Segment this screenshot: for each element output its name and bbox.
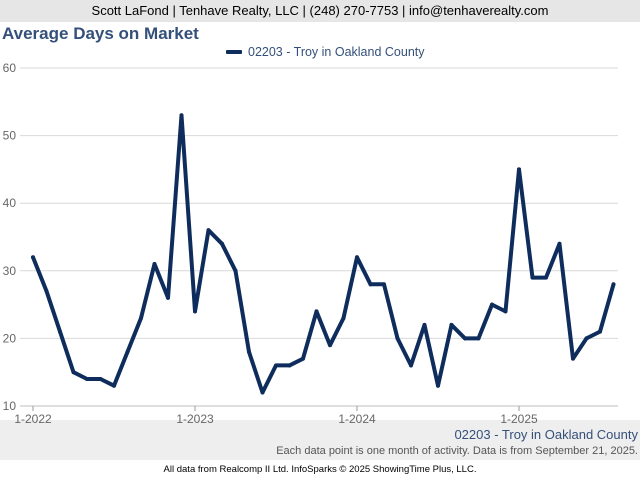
data-point (166, 295, 170, 300)
x-axis-ticks: 1-2022 1-2023 1-2024 1-2025 (14, 406, 538, 426)
data-point (206, 228, 211, 233)
y-tick-label: 30 (3, 264, 17, 278)
data-point (193, 309, 197, 314)
data-point (98, 376, 103, 381)
data-point (260, 390, 265, 395)
x-tick-label: 1-2022 (14, 412, 52, 426)
series-line (31, 113, 616, 395)
data-point (112, 383, 116, 388)
data-point (368, 282, 373, 287)
data-point (125, 349, 130, 354)
x-tick-label: 1-2023 (176, 412, 214, 426)
data-point (355, 255, 359, 260)
data-point (611, 282, 616, 287)
data-point (274, 363, 278, 368)
data-point (598, 329, 602, 334)
data-point (44, 289, 49, 294)
data-point (422, 322, 427, 327)
series-layer (31, 113, 616, 395)
data-point (247, 349, 251, 354)
data-point (530, 275, 535, 280)
data-point (233, 268, 238, 273)
y-tick-label: 50 (3, 129, 17, 143)
legend-label: 02203 - Troy in Oakland County (248, 45, 425, 59)
data-point (557, 241, 562, 246)
data-point (382, 282, 386, 287)
footer-band (0, 420, 640, 460)
contact-text: Scott LaFond | Tenhave Realty, LLC | (24… (91, 3, 549, 18)
data-point (31, 255, 35, 260)
data-point (409, 363, 413, 368)
y-tick-label: 60 (3, 61, 17, 75)
data-point (139, 316, 143, 321)
data-point (179, 113, 184, 118)
data-point (571, 356, 575, 361)
data-point (395, 336, 400, 341)
y-tick-label: 40 (3, 196, 17, 210)
data-point (436, 383, 440, 388)
contact-header: Scott LaFond | Tenhave Realty, LLC | (24… (0, 0, 640, 22)
grid-lines (20, 67, 618, 407)
legend-swatch (226, 50, 242, 54)
chart-title: Average Days on Market (2, 24, 199, 43)
data-point (85, 376, 89, 381)
data-point (463, 336, 467, 341)
data-point (503, 309, 508, 314)
y-tick-label: 20 (3, 331, 17, 345)
data-point (314, 309, 319, 314)
x-tick-label: 1-2024 (338, 412, 376, 426)
line-chart: 10 20 30 40 50 60 1-2022 1-2023 1-2024 1-2025 (3, 61, 618, 426)
data-point (584, 336, 589, 341)
y-axis-tick-labels: 10 20 30 40 50 60 (3, 61, 17, 413)
data-note: Each data point is one month of activity… (276, 445, 638, 457)
data-point (328, 343, 332, 348)
data-point (301, 356, 305, 361)
data-point (544, 275, 548, 280)
series-caption: 02203 - Troy in Oakland County (454, 427, 638, 442)
data-point (58, 329, 62, 334)
data-point (341, 316, 346, 321)
data-point (220, 241, 224, 246)
data-credit: All data from Realcomp II Ltd. InfoSpark… (163, 464, 477, 475)
x-tick-label: 1-2025 (500, 412, 538, 426)
data-point (517, 167, 521, 172)
y-tick-label: 10 (3, 399, 17, 413)
chart-legend: 02203 - Troy in Oakland County (226, 45, 425, 59)
data-point (476, 336, 481, 341)
data-point (152, 262, 157, 267)
data-point (449, 322, 454, 327)
data-point (490, 302, 494, 307)
data-point (71, 370, 76, 375)
data-point (287, 363, 292, 368)
